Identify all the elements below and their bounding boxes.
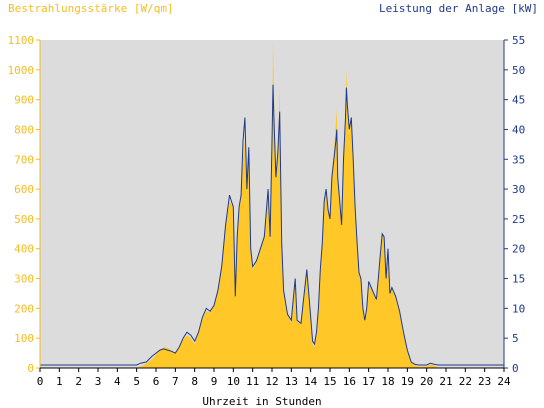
x-tick-label: 12 (265, 375, 278, 388)
left-tick-label: 800 (14, 123, 34, 136)
x-tick-label: 10 (227, 375, 240, 388)
left-tick-label: 100 (14, 332, 34, 345)
right-tick-label: 0 (512, 362, 519, 375)
left-tick-label: 300 (14, 273, 34, 286)
x-tick-label: 24 (497, 375, 511, 388)
x-tick-label: 3 (95, 375, 102, 388)
x-tick-label: 7 (172, 375, 179, 388)
x-tick-label: 9 (211, 375, 218, 388)
x-tick-label: 8 (191, 375, 198, 388)
x-tick-label: 11 (246, 375, 259, 388)
x-tick-label: 4 (114, 375, 121, 388)
right-tick-label: 45 (512, 94, 525, 107)
irradiance-area-layer (40, 40, 504, 368)
x-axis-ticks: 0 1 2 3 4 5 6 7 8 9 10 11 12 13 14 15 16 17 18 19 20 21 22 23 24 (37, 368, 511, 388)
right-tick-label: 30 (512, 183, 525, 196)
left-axis-ticks: 0 100 200 300 400 500 600 700 800 900 1000 1100 (8, 34, 40, 375)
left-tick-label: 500 (14, 213, 34, 226)
power-line (40, 84, 504, 366)
left-axis-title: Bestrahlungsstärke [W/qm] (8, 2, 174, 15)
right-tick-label: 10 (512, 302, 525, 315)
x-tick-label: 20 (420, 375, 433, 388)
power-line-layer (40, 84, 504, 366)
x-tick-label: 21 (439, 375, 452, 388)
x-axis-title: Uhrzeit in Stunden (202, 395, 321, 408)
x-tick-label: 2 (75, 375, 82, 388)
right-axis-title: Leistung der Anlage [kW] (379, 2, 538, 15)
x-tick-label: 19 (401, 375, 414, 388)
right-axis-ticks: 0 5 10 15 20 25 30 35 40 45 50 55 (504, 34, 525, 375)
left-tick-label: 0 (27, 362, 34, 375)
x-tick-label: 22 (459, 375, 472, 388)
right-tick-label: 40 (512, 123, 525, 136)
x-tick-label: 5 (133, 375, 140, 388)
left-tick-label: 1000 (8, 64, 35, 77)
left-tick-label: 400 (14, 243, 34, 256)
x-tick-label: 14 (304, 375, 318, 388)
x-tick-label: 15 (323, 375, 336, 388)
x-tick-label: 1 (56, 375, 63, 388)
right-tick-label: 5 (512, 332, 519, 345)
x-tick-label: 13 (285, 375, 298, 388)
x-tick-label: 0 (37, 375, 44, 388)
right-tick-label: 20 (512, 243, 525, 256)
left-tick-label: 900 (14, 94, 34, 107)
right-tick-label: 25 (512, 213, 525, 226)
x-tick-label: 17 (362, 375, 375, 388)
left-tick-label: 600 (14, 183, 34, 196)
left-tick-label: 1100 (8, 34, 35, 47)
x-tick-label: 16 (343, 375, 356, 388)
right-tick-label: 35 (512, 153, 525, 166)
irradiance-area (40, 40, 504, 368)
right-tick-label: 50 (512, 64, 525, 77)
right-tick-label: 55 (512, 34, 525, 47)
x-tick-label: 23 (478, 375, 491, 388)
x-tick-label: 6 (153, 375, 160, 388)
left-tick-label: 200 (14, 302, 34, 315)
left-tick-label: 700 (14, 153, 34, 166)
x-tick-label: 18 (381, 375, 394, 388)
right-tick-label: 15 (512, 273, 525, 286)
